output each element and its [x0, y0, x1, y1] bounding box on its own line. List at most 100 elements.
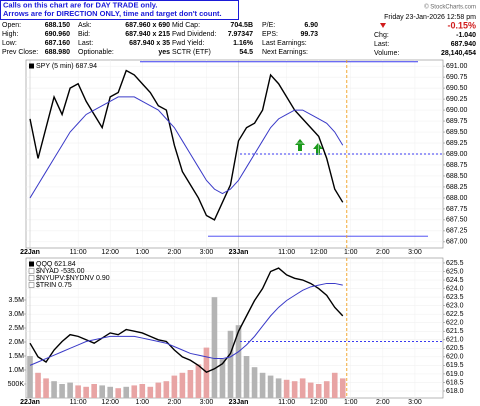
- y-tick-label: 623.5: [446, 294, 464, 301]
- y-tick-label: 689.00: [446, 151, 468, 158]
- x-tick-label: 3:00: [200, 249, 214, 256]
- quote-value: 688.150: [45, 22, 70, 29]
- change-pct: -0.15%: [447, 20, 476, 30]
- y-tick-label: 624.5: [446, 277, 464, 284]
- x-tick-label: 2:00: [376, 399, 390, 406]
- volume-bar: [339, 378, 346, 398]
- y-tick-label: 687.50: [446, 217, 468, 224]
- up-arrow: [295, 139, 305, 151]
- y-tick-label: 620.5: [446, 345, 464, 352]
- y-tick-label: 689.75: [446, 118, 468, 125]
- y-tick-label: 687.75: [446, 206, 468, 213]
- volume-bar: [75, 385, 81, 398]
- watermark: © StockCharts.com: [424, 4, 476, 11]
- y2-tick-label: 2.0M: [8, 339, 24, 346]
- quote-value: 687.940 x 215: [125, 31, 170, 38]
- y-tick-label: 619.0: [446, 371, 464, 378]
- x-tick-label: 12:00: [310, 399, 328, 406]
- legend-swatch: [28, 275, 35, 281]
- x-tick-label: 23Jan: [229, 399, 249, 406]
- status-value: -1.040: [456, 32, 476, 39]
- volume-bar: [283, 379, 290, 398]
- x-tick-label: 3:00: [408, 249, 422, 256]
- y2-tick-label: 1.0M: [8, 367, 24, 374]
- volume-bar: [315, 384, 322, 398]
- y-tick-label: 691.00: [446, 63, 468, 70]
- y-tick-label: 619.5: [446, 362, 464, 369]
- quote-value: 99.73: [300, 31, 318, 38]
- quote-value: 7.97347: [228, 31, 253, 38]
- volume-bar: [259, 372, 266, 398]
- y-tick-label: 624.0: [446, 285, 464, 292]
- volume-bar: [139, 384, 146, 398]
- quote-value: 688.980: [45, 49, 70, 56]
- quote-label: High:: [2, 31, 18, 38]
- volume-bar: [243, 356, 250, 398]
- y-tick-label: 688.00: [446, 195, 468, 202]
- y2-tick-label: 500K: [8, 381, 25, 388]
- y-tick-label: 688.75: [446, 162, 468, 169]
- up-arrow: [313, 143, 323, 155]
- x-tick-label: 1:00: [135, 249, 149, 256]
- x-tick-label: 11:00: [70, 399, 87, 406]
- y-tick-label: 689.25: [446, 140, 468, 147]
- volume-bar: [147, 386, 154, 398]
- quote-label: Next Earnings:: [262, 49, 308, 56]
- x-tick-label: 1:00: [135, 399, 149, 406]
- volume-bar: [251, 367, 258, 398]
- volume-bar: [27, 356, 33, 398]
- y2-tick-label: 2.5M: [8, 325, 24, 332]
- x-tick-label: 11:00: [278, 249, 295, 256]
- x-tick-label: 12:00: [310, 249, 328, 256]
- notice-line: Arrows are for DIRECTION ONLY, time and …: [3, 9, 222, 18]
- volume-bar: [107, 386, 114, 398]
- volume-bar: [67, 382, 73, 398]
- y-tick-label: 690.25: [446, 96, 468, 103]
- quote-label: Fwd Dividend:: [172, 31, 216, 38]
- volume-bar: [299, 378, 306, 398]
- quote-value: 687.960 x 690: [125, 22, 170, 29]
- volume-bar: [171, 375, 178, 398]
- x-tick-label: 1:00: [344, 399, 358, 406]
- legend-label: $NYAD -535.00: [36, 268, 85, 275]
- down-triangle: [380, 23, 386, 28]
- y-tick-label: 621.0: [446, 337, 464, 344]
- volume-bar: [219, 358, 226, 398]
- x-tick-label: 22Jan: [20, 399, 40, 406]
- volume-bar: [51, 381, 57, 398]
- quote-value: 54.5: [239, 49, 253, 56]
- quote-label: SCTR (ETF): [172, 49, 211, 56]
- volume-bar: [99, 385, 105, 398]
- y-tick-label: 623.0: [446, 302, 464, 309]
- volume-bar: [275, 378, 282, 398]
- quote-label: Low:: [2, 40, 17, 47]
- quote-label: Bid:: [78, 31, 90, 38]
- x-tick-label: 11:00: [70, 249, 87, 256]
- y-tick-label: 689.50: [446, 129, 468, 136]
- quote-label: Ask:: [78, 22, 92, 29]
- volume-bar: [131, 385, 138, 398]
- legend-swatch: [29, 261, 34, 267]
- status-label: Chg:: [374, 32, 389, 39]
- quote-label: Optionable:: [78, 49, 114, 56]
- x-tick-label: 3:00: [200, 399, 214, 406]
- quote-value: 690.960: [45, 31, 70, 38]
- status-label: Volume:: [374, 50, 399, 57]
- y-tick-label: 620.0: [446, 354, 464, 361]
- status-value: 28,140,454: [441, 50, 476, 57]
- volume-bar: [235, 325, 242, 398]
- y-tick-label: 618.5: [446, 379, 464, 386]
- volume-bar: [307, 382, 314, 398]
- volume-bar: [227, 330, 234, 398]
- y2-tick-label: 3.5M: [8, 297, 24, 304]
- moving-average: [29, 96, 344, 199]
- legend-label: SPY (5 min) 687.94: [36, 63, 97, 70]
- quote-label: Last:: [78, 40, 93, 47]
- x-tick-label: 3:00: [408, 399, 422, 406]
- quote-label: Last Earnings:: [262, 40, 307, 47]
- x-tick-label: 1:00: [344, 249, 358, 256]
- quote-label: P/E:: [262, 22, 275, 29]
- x-tick-label: 12:00: [101, 249, 119, 256]
- y-tick-label: 690.50: [446, 85, 468, 92]
- y-tick-label: 687.25: [446, 228, 468, 235]
